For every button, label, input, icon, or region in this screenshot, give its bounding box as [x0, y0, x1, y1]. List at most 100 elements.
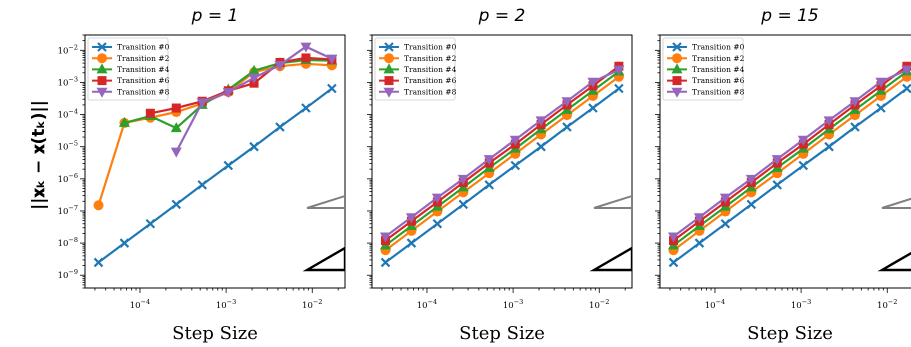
- legend-label: Transition #8: [692, 87, 745, 96]
- data-point: [510, 160, 521, 171]
- data-point: [614, 83, 624, 94]
- x-tick-label: 10−3: [503, 298, 523, 311]
- data-point: [875, 77, 887, 88]
- legend-label: Transition #4: [692, 65, 745, 74]
- series-line: [384, 87, 620, 264]
- legend-marker: [383, 63, 395, 74]
- series-line: [672, 65, 908, 242]
- data-point: [171, 199, 182, 210]
- data-point: [274, 60, 286, 71]
- data-point: [587, 77, 599, 88]
- series-group: [380, 61, 625, 268]
- legend-label: Transition #2: [117, 54, 170, 63]
- data-point: [119, 238, 130, 248]
- data-point: [613, 65, 625, 76]
- data-point: [745, 174, 757, 185]
- data-point: [693, 213, 705, 224]
- legend-box: [87, 37, 169, 101]
- legend-label: Transition #8: [404, 87, 457, 96]
- legend-label: Transition #2: [692, 54, 745, 63]
- y-tick-label: 10−3: [58, 75, 78, 88]
- data-point: [406, 238, 417, 248]
- data-point: [145, 218, 156, 229]
- legend-marker: [671, 63, 683, 74]
- data-point: [248, 64, 260, 75]
- legend: Transition #0 Transition #2 Transition #4 T…: [662, 37, 745, 101]
- slope-triangle-order2: [302, 246, 345, 272]
- data-point: [405, 213, 417, 224]
- data-point: [275, 122, 285, 132]
- data-point: [823, 116, 835, 127]
- legend-label: Transition #0: [117, 43, 170, 52]
- legend-marker: [671, 87, 683, 98]
- data-point: [746, 199, 757, 210]
- y-tick-label: 10−7: [58, 204, 78, 217]
- data-point: [197, 180, 208, 190]
- data-point: [93, 200, 104, 211]
- series-line: [672, 87, 908, 264]
- slope-triangles: [302, 194, 345, 272]
- data-point: [222, 88, 234, 99]
- legend: Transition #0 Transition #2 Transition #4 T…: [374, 37, 457, 101]
- data-point: [850, 122, 860, 132]
- x-tick-label: 10−4: [705, 298, 725, 311]
- data-point: [509, 135, 521, 146]
- legend-marker: [97, 76, 107, 86]
- legend-marker: [384, 42, 394, 52]
- data-point: [535, 116, 547, 127]
- data-point: [562, 122, 572, 132]
- subplot-p15: p = 15 Step Size 10−4 10−3 10−2 Transition #0…: [655, 6, 911, 344]
- slope-triangles: [589, 194, 632, 272]
- data-point: [300, 42, 312, 53]
- legend-label: Transition #4: [404, 65, 457, 74]
- legend-label: Transition #8: [117, 87, 170, 96]
- data-point: [901, 65, 911, 76]
- legend-label: Transition #2: [404, 54, 457, 63]
- series-line: [384, 70, 620, 247]
- data-point: [118, 116, 130, 127]
- data-point: [536, 141, 546, 152]
- data-point: [327, 83, 337, 94]
- data-point: [483, 155, 495, 166]
- series-line: [384, 75, 620, 252]
- slope-triangles: [877, 197, 911, 272]
- x-tick-label: 10−2: [302, 298, 322, 311]
- slope-triangle-order1: [593, 194, 632, 209]
- legend-marker: [96, 63, 108, 74]
- legend-box: [374, 37, 456, 101]
- legend-marker: [384, 76, 394, 86]
- series-line: [384, 68, 620, 238]
- y-tick-label: 10−9: [58, 268, 78, 281]
- data-point: [301, 103, 311, 113]
- legend-label: Transition #6: [117, 76, 170, 85]
- legend-label: Transition #6: [404, 76, 457, 85]
- axes-frame: [371, 34, 633, 289]
- data-point: [824, 141, 834, 152]
- slope-triangle-order1: [306, 194, 345, 209]
- data-point: [668, 232, 680, 243]
- x-tick-label: 10−3: [216, 298, 236, 311]
- subplot-p1: p = 1 Step Size 10−4 10−3 10−2 10−9 10−8 10−7 10…: [58, 6, 346, 344]
- data-point: [771, 155, 783, 166]
- x-tick-label: 10−4: [130, 298, 150, 311]
- legend-box: [662, 37, 744, 101]
- data-point: [249, 141, 259, 152]
- data-point: [170, 147, 182, 158]
- data-point: [171, 103, 181, 113]
- data-point: [326, 54, 338, 65]
- data-point: [431, 193, 443, 204]
- data-point: [797, 135, 809, 146]
- data-point: [380, 257, 391, 268]
- x-tick-label: 10−2: [877, 298, 897, 311]
- data-point: [170, 122, 182, 133]
- legend-label: Transition #4: [117, 65, 170, 74]
- legend-marker: [97, 42, 107, 52]
- data-point: [196, 98, 208, 109]
- data-point: [380, 232, 392, 243]
- subplot-title: p = 15: [760, 6, 818, 26]
- x-tick-label: 10−4: [417, 298, 437, 311]
- slope-triangle-order2: [877, 251, 911, 272]
- series-line: [672, 75, 908, 252]
